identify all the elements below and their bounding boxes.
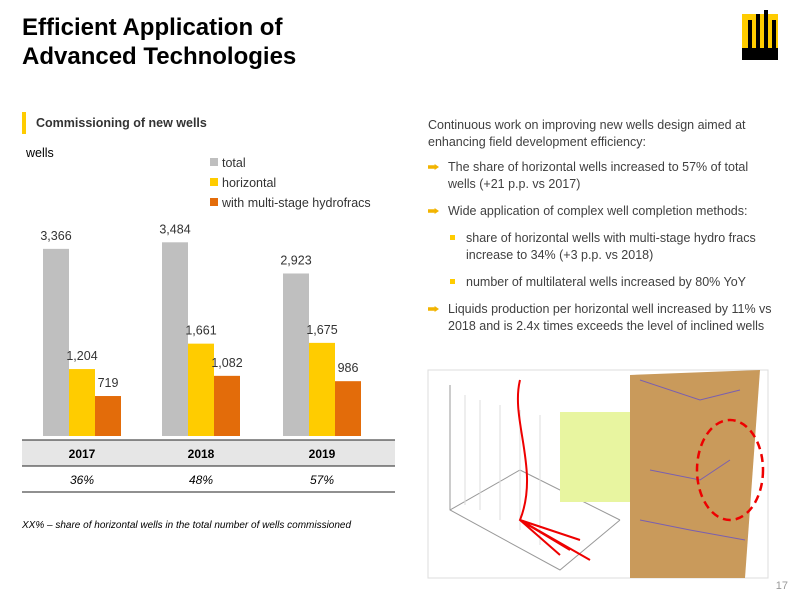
- bar: [283, 273, 309, 436]
- value-label: 3,366: [40, 229, 71, 243]
- legend-swatch: [210, 178, 218, 186]
- bar: [188, 343, 214, 436]
- title-line: Efficient Application of: [22, 14, 283, 41]
- sub-bullet: share of horizontal wells with multi-sta…: [428, 230, 773, 264]
- share-label: 48%: [189, 473, 213, 487]
- chart-title: Commissioning of new wells: [36, 116, 207, 130]
- legend-swatch: [210, 158, 218, 166]
- value-label: 1,082: [211, 356, 242, 370]
- bar: [95, 396, 121, 436]
- value-label: 1,661: [185, 324, 216, 338]
- text-column: Continuous work on improving new wells d…: [428, 117, 773, 345]
- value-label: 3,484: [159, 222, 190, 236]
- intro: Continuous work on improving new wells d…: [428, 118, 746, 149]
- bar: [43, 248, 69, 436]
- bullet: Wide application of complex well complet…: [428, 203, 773, 220]
- table-band: [22, 440, 395, 466]
- legend-label: with multi-stage hydrofracs: [221, 196, 371, 210]
- map-image: [427, 369, 769, 579]
- footnote-text: XX% – share of horizontal wells in the t…: [21, 520, 351, 531]
- legend-label: horizontal: [222, 176, 276, 190]
- bar: [69, 369, 95, 436]
- bar: [214, 375, 240, 436]
- bullet: The share of horizontal wells increased …: [428, 159, 773, 193]
- share-label: 57%: [310, 473, 334, 487]
- category-label: 2018: [188, 447, 215, 461]
- legend-swatch: [210, 198, 218, 206]
- value-label: 1,675: [306, 323, 337, 337]
- legend-label: total: [222, 156, 246, 170]
- footnote: XX% – share of horizontal wells in the t…: [21, 520, 351, 531]
- bar: [335, 381, 361, 436]
- page-number: 17: [775, 580, 788, 592]
- y-label: wells: [25, 146, 54, 160]
- value-label: 2,923: [280, 253, 311, 267]
- value-label: 986: [338, 361, 359, 375]
- bar: [309, 342, 335, 436]
- category-label: 2017: [69, 447, 96, 461]
- category-label: 2019: [309, 447, 336, 461]
- logo: [742, 10, 778, 60]
- accent: [22, 112, 26, 134]
- title-line: Advanced Technologies: [22, 43, 297, 70]
- share-label: 36%: [70, 473, 94, 487]
- value-label: 1,204: [66, 349, 97, 363]
- value-label: 719: [98, 376, 119, 390]
- bullet: Liquids production per horizontal well i…: [428, 301, 773, 335]
- sub-bullet: number of multilateral wells increased b…: [428, 274, 773, 291]
- bar: [162, 242, 188, 436]
